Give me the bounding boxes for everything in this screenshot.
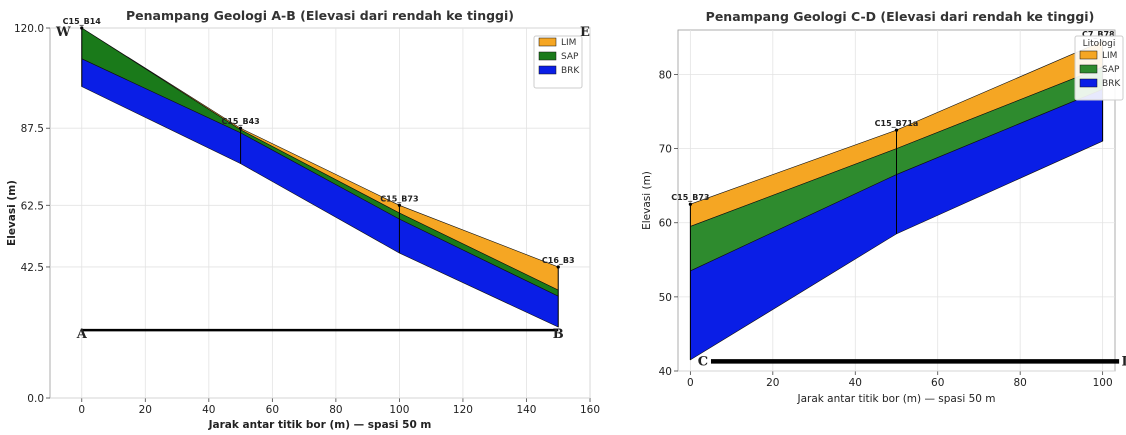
borehole-marker (238, 126, 243, 130)
y-tick-label: 0.0 (27, 393, 44, 405)
legend-swatch-sap (1079, 64, 1098, 74)
x-tick-label: 60 (931, 377, 944, 389)
borehole-label: C15_B73 (380, 194, 418, 203)
y-tick-label: 50 (659, 292, 672, 304)
section-start-label: A (76, 327, 88, 342)
legend-swatch-sap (538, 51, 557, 61)
x-tick-label: 20 (766, 377, 779, 389)
x-tick-label: 160 (580, 404, 600, 416)
chart-panel-1: 0 20 40 60 80 100 120 140 160 0.0 42.5 62.5 87.5 120.… (6, 8, 600, 431)
x-tick-label: 80 (329, 404, 342, 416)
corner-label-left: W (55, 25, 71, 40)
x-tick-label: 140 (516, 404, 536, 416)
legend-title: Litologi (1083, 39, 1116, 49)
borehole-marker (894, 128, 899, 132)
legend-label-brk: BRK (561, 66, 580, 76)
x-tick-label: 60 (266, 404, 279, 416)
y-tick-label: 120.0 (14, 23, 44, 35)
section-end-label: B (553, 327, 564, 342)
legend-label-sap: SAP (1102, 65, 1120, 75)
y-tick-label: 42.5 (21, 262, 44, 274)
legend: Litologi LIM SAP BRK (1074, 35, 1124, 101)
x-tick-label: 80 (1013, 377, 1026, 389)
y-axis-label: Elevasi (m) (6, 180, 18, 246)
y-axis-label: Elevasi (m) (641, 171, 653, 230)
borehole-label: C16_B3 (542, 256, 575, 265)
x-tick-label: 100 (389, 404, 409, 416)
y-tick-label: 62.5 (21, 200, 44, 212)
x-tick-label: 40 (849, 377, 862, 389)
legend-swatch-brk (538, 65, 557, 75)
x-tick-label: 40 (202, 404, 215, 416)
legend: LIM SAP BRK (533, 35, 583, 89)
borehole-marker (397, 203, 402, 207)
borehole-label: C15_B71a (875, 119, 919, 128)
chart-panel-2: 0 20 40 60 80 100 40 50 60 70 80 C15_B73 C15_B71a C7_… (641, 9, 1126, 405)
section-start-label: C (698, 354, 708, 369)
y-tick-label: 60 (659, 218, 672, 230)
y-tick-label: 70 (659, 144, 672, 156)
legend-label-lim: LIM (561, 38, 576, 48)
borehole-marker (688, 202, 692, 206)
y-tick-label: 40 (659, 366, 672, 378)
y-tick-label: 80 (659, 69, 672, 81)
legend-label-lim: LIM (1102, 51, 1117, 61)
x-tick-label: 0 (78, 404, 85, 416)
x-tick-label: 20 (139, 404, 152, 416)
x-axis-label: Jarak antar titik bor (m) — spasi 50 m (208, 419, 432, 431)
borehole-label: C15_B43 (221, 117, 259, 126)
corner-label-right: E (580, 25, 590, 40)
legend-box (533, 35, 583, 89)
borehole-marker (80, 26, 84, 30)
borehole-marker (556, 265, 560, 269)
legend-swatch-lim (1079, 50, 1098, 60)
x-tick-label: 100 (1093, 377, 1113, 389)
legend-swatch-brk (1079, 78, 1098, 88)
borehole-label: C7_B78 (1082, 30, 1115, 39)
section-end-label: D (1121, 354, 1126, 369)
legend-swatch-lim (538, 37, 557, 47)
y-tick-label: 87.5 (21, 123, 44, 135)
borehole-label: C15_B14 (63, 17, 102, 26)
chart-title: Penampang Geologi C-D (Elevasi dari rend… (706, 9, 1095, 24)
x-tick-label: 0 (687, 377, 694, 389)
legend-label-sap: SAP (561, 52, 579, 62)
x-tick-label: 120 (453, 404, 473, 416)
borehole-label: C15_B73 (671, 193, 709, 202)
x-axis-label: Jarak antar titik bor (m) — spasi 50 m (796, 393, 995, 405)
chart-title: Penampang Geologi A-B (Elevasi dari rend… (126, 8, 514, 23)
legend-label-brk: BRK (1102, 79, 1121, 89)
